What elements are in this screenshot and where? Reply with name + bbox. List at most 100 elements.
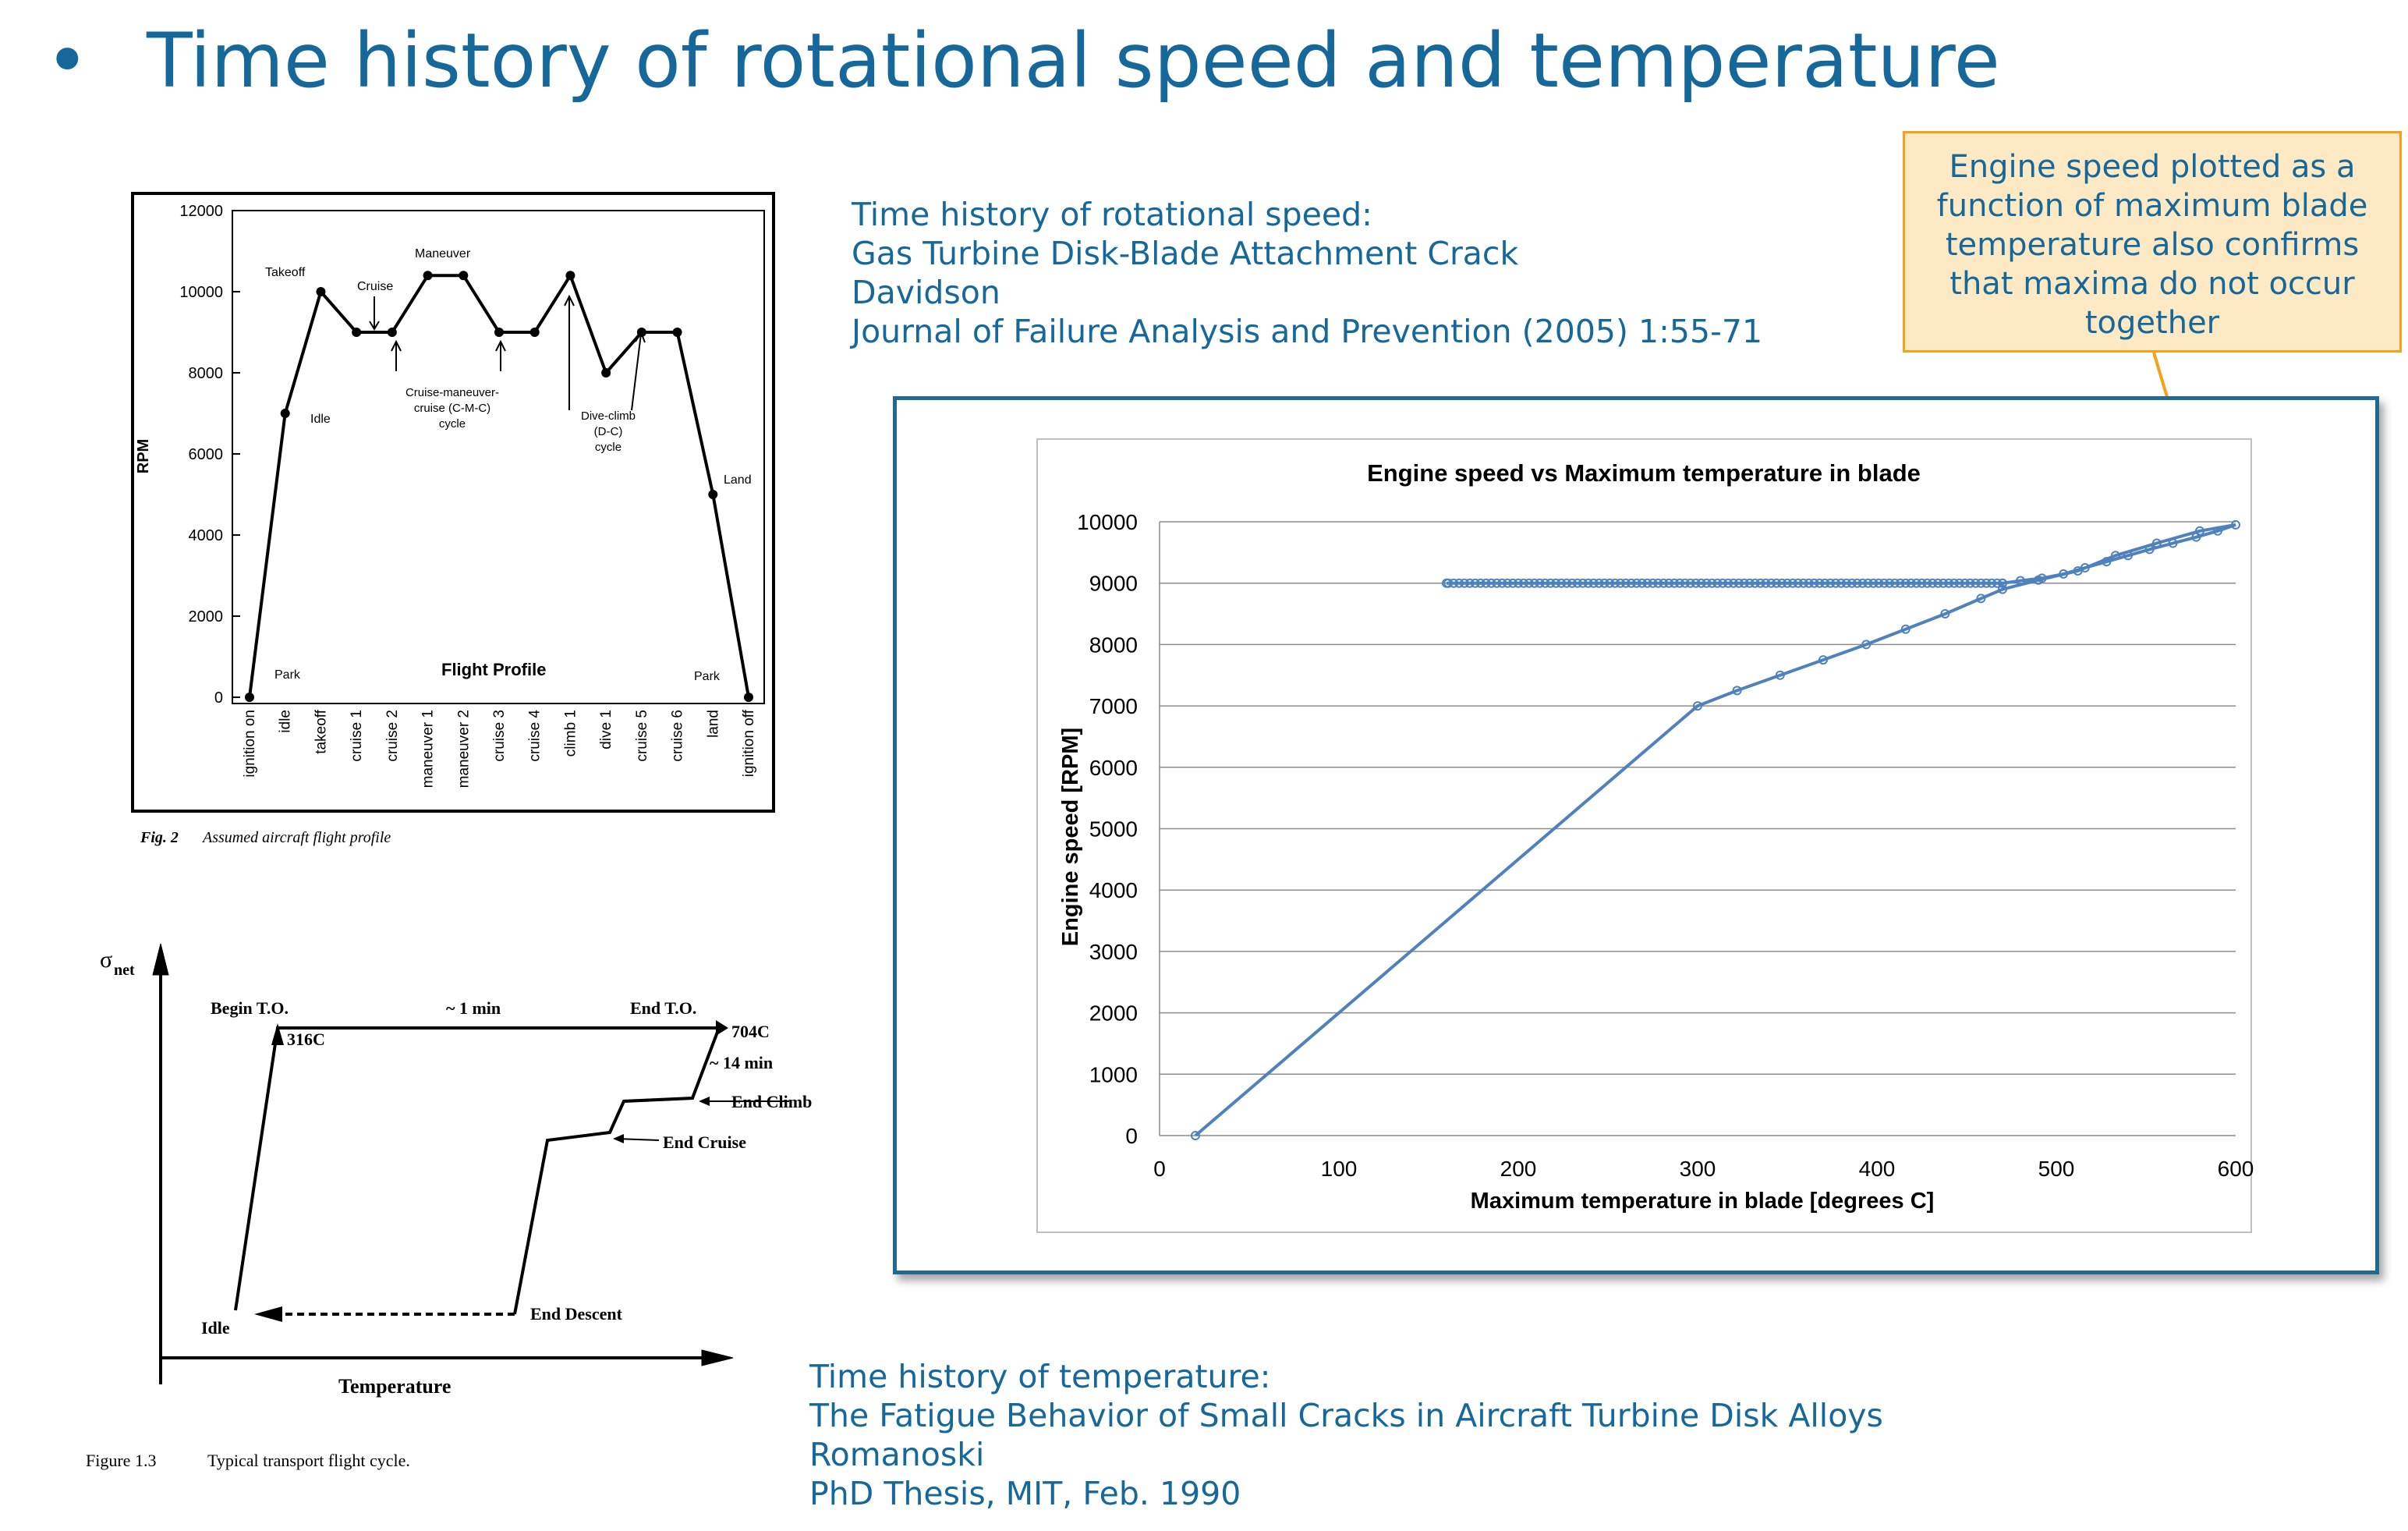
data-point [1831, 578, 1841, 588]
flight-profile-border [131, 192, 775, 813]
data-point [1637, 578, 1647, 588]
data-point [1879, 578, 1889, 588]
label-idle: Idle [310, 413, 331, 426]
data-point [1464, 578, 1475, 588]
fp-point [316, 287, 326, 296]
data-point [1836, 578, 1846, 588]
data-point [1900, 624, 1910, 634]
fp-x-tick-label: cruise 6 [670, 710, 686, 762]
data-point [1987, 578, 1997, 588]
fp-point [423, 271, 433, 281]
data-point [1718, 578, 1728, 588]
title-text: Time history of rotational speed and tem… [147, 17, 2000, 105]
data-point [1546, 578, 1556, 588]
label-idle: Idle [201, 1318, 230, 1338]
data-point [1621, 578, 1631, 588]
callout-line-2: function of maximum blade [1936, 188, 2368, 224]
data-point [1949, 578, 1959, 588]
chart-title: Engine speed vs Maximum temperature in b… [1367, 459, 1921, 487]
fp-x-tick-label: takeoff [313, 709, 329, 753]
data-point [1804, 578, 1814, 588]
fp-point [245, 693, 254, 702]
data-point [2059, 569, 2069, 579]
data-point [2016, 576, 2025, 586]
fp-y-tick-label: 4000 [189, 527, 224, 544]
data-point [1529, 578, 1539, 588]
data-point [2123, 551, 2133, 561]
x-tick-label: 100 [1321, 1157, 1358, 1181]
data-point [2037, 573, 2047, 583]
fp-point [529, 328, 540, 337]
sigma-symbol: σ [100, 947, 112, 973]
y-tick-label: 8000 [1089, 633, 1138, 657]
label-land: Land [724, 473, 752, 487]
y-tick-label: 4000 [1089, 878, 1138, 902]
label-park-right: Park [694, 670, 721, 683]
data-point [1470, 578, 1480, 588]
flight-profile-plot-box [232, 210, 765, 704]
callout-line-3: temperature also confirms [1945, 227, 2360, 263]
label-cmc-1: Cruise-maneuver- [405, 386, 499, 399]
ref-speed-line-4: Journal of Failure Analysis and Preventi… [852, 313, 1763, 350]
data-point [1503, 578, 1513, 588]
engine-speed-chart: Engine speed vs Maximum temperature in b… [1036, 438, 2254, 1233]
data-point [1497, 578, 1507, 588]
fp-y-tick-label: 10000 [179, 284, 223, 301]
y-tick-label: 7000 [1089, 694, 1138, 718]
data-point [1508, 578, 1518, 588]
x-tick-label: 500 [2038, 1157, 2075, 1181]
data-point [1960, 578, 1970, 588]
data-point [1793, 578, 1803, 588]
label-cmc-3: cycle [439, 417, 466, 431]
data-point [1992, 578, 2003, 588]
label-duration-1: ~ 1 min [446, 998, 501, 1018]
y-tick-label: 6000 [1089, 756, 1138, 780]
data-point [1917, 578, 1927, 588]
data-point [2231, 519, 2240, 530]
data-point [1616, 578, 1626, 588]
data-point [1954, 578, 1964, 588]
flight-cycle-xlabel: Temperature [338, 1375, 451, 1398]
sigma-subscript: net [114, 962, 135, 979]
callout-line-4: that maxima do not occur [1949, 266, 2355, 302]
data-point [1761, 578, 1771, 588]
label-flight-profile: Flight Profile [441, 660, 546, 679]
data-point [1454, 578, 1464, 588]
data-point [1847, 578, 1857, 588]
data-point [1578, 578, 1588, 588]
flight-profile-caption-fig: Fig. 2 [140, 829, 179, 846]
data-point [1514, 578, 1523, 588]
data-point [1825, 578, 1836, 588]
label-temp-316: 316C [287, 1030, 325, 1049]
fp-point [565, 271, 575, 281]
data-point [1670, 578, 1680, 588]
label-duration-14: ~ 14 min [710, 1053, 773, 1072]
fp-x-tick-label: climb 1 [562, 710, 579, 757]
flight-cycle-caption: Typical transport flight cycle. [207, 1451, 410, 1470]
flight-profile-arrows [369, 294, 646, 411]
data-point [1820, 578, 1830, 588]
data-point [1599, 578, 1609, 588]
fp-point [601, 368, 611, 377]
data-point [2168, 538, 2178, 548]
data-point [1861, 640, 1872, 650]
data-point [1693, 701, 1702, 711]
fp-x-tick-label: cruise 2 [384, 710, 401, 762]
label-cruise: Cruise [357, 280, 393, 293]
data-point [1594, 578, 1604, 588]
data-point [1588, 578, 1599, 588]
data-point [1783, 578, 1792, 588]
y-tick-label: 10000 [1077, 510, 1138, 534]
fp-x-tick-label: maneuver 2 [455, 710, 472, 788]
data-point [1965, 578, 1975, 588]
data-point [1777, 578, 1787, 588]
data-point [1863, 578, 1873, 588]
data-point [1732, 686, 1742, 696]
data-point [1900, 578, 1910, 588]
y-tick-label: 0 [1125, 1124, 1138, 1148]
title-bullet: • [45, 17, 90, 105]
slide-title: • Time history of rotational speed and te… [45, 23, 2000, 98]
data-point [1610, 578, 1620, 588]
fp-x-tick-label: cruise 4 [527, 710, 544, 762]
data-point [1486, 578, 1496, 588]
